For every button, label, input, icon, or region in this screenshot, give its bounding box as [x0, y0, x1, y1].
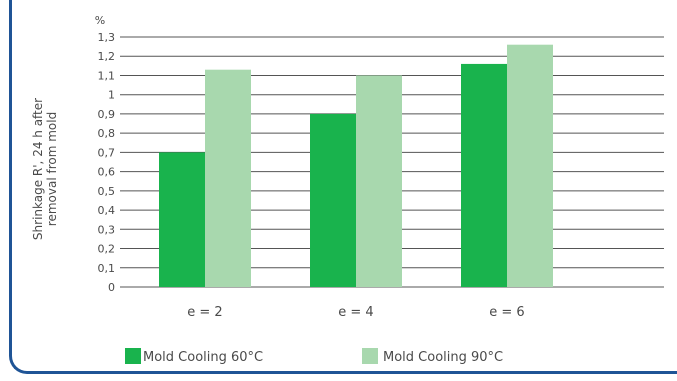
x-category-layer: e = 2 e = 4 e = 6	[187, 305, 524, 320]
y-tick-label: 0,7	[98, 146, 116, 159]
legend-label-mold-cooling-60: Mold Cooling 60°C	[143, 350, 263, 365]
y-tick-label: 0,8	[98, 127, 116, 140]
y-tick-label: 1,3	[98, 31, 116, 44]
x-category-label: e = 6	[489, 305, 524, 320]
y-tick-label: 0	[108, 281, 115, 294]
y-tick-label: 0,9	[98, 108, 116, 121]
y-axis-title: Shrinkage R', 24 h after removal from mo…	[31, 98, 59, 240]
bar-mold-cooling-60-3	[461, 63, 507, 287]
y-axis-title-line2: removal from mold	[45, 112, 59, 226]
legend-label-mold-cooling-90: Mold Cooling 90°C	[383, 350, 503, 365]
legend-swatch-mold-cooling-60	[125, 348, 141, 364]
x-category-label: e = 4	[338, 305, 373, 320]
bar-mold-cooling-90-2	[356, 75, 402, 287]
bar-mold-cooling-90-3	[507, 44, 553, 287]
x-category-label: e = 2	[187, 305, 222, 320]
y-tick-label: 0,6	[98, 166, 116, 179]
y-tick-label: 0,1	[98, 262, 116, 275]
y-tick-label: 1,1	[98, 69, 116, 82]
bar-mold-cooling-60-1	[159, 152, 205, 287]
y-tick-label: 1,2	[98, 50, 116, 63]
bar-layer	[159, 44, 553, 287]
legend-swatch-mold-cooling-90	[362, 348, 378, 364]
legend: Mold Cooling 60°C Mold Cooling 90°C	[125, 348, 503, 365]
y-tick-label: 1	[108, 89, 115, 102]
y-tick-label: 0,4	[98, 204, 116, 217]
panel-frame	[9, 0, 677, 374]
y-unit-label: %	[95, 14, 105, 27]
bar-mold-cooling-60-2	[310, 113, 356, 287]
y-tick-label: 0,2	[98, 243, 116, 256]
y-tick-label: 0,5	[98, 185, 116, 198]
y-tick-label: 0,3	[98, 223, 116, 236]
y-tick-layer: 0 0,1 0,2 0,3 0,4 0,5 0,6 0,7 0,8 0,9 1 1,1 1,2 1,3	[98, 31, 116, 294]
y-axis-title-line1: Shrinkage R', 24 h after	[31, 98, 45, 240]
bar-mold-cooling-90-1	[205, 69, 251, 287]
